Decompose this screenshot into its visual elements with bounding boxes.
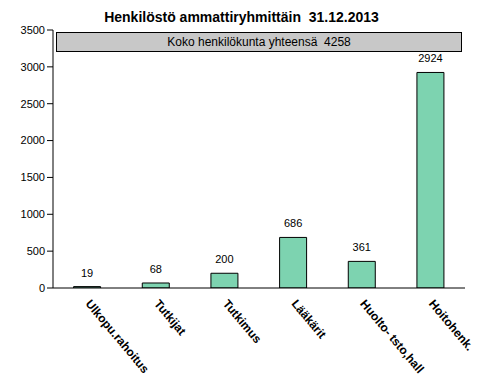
svg-text:361: 361 xyxy=(353,241,371,253)
svg-text:Lääkärit: Lääkärit xyxy=(289,297,329,341)
svg-text:Tutkijat: Tutkijat xyxy=(151,297,189,338)
svg-text:Hoitohenk.: Hoitohenk. xyxy=(426,297,475,353)
svg-text:Tutkimus: Tutkimus xyxy=(220,297,265,346)
svg-text:1000: 1000 xyxy=(21,208,45,220)
svg-text:19: 19 xyxy=(81,267,93,279)
svg-text:200: 200 xyxy=(215,253,233,265)
svg-text:Ulkopu.rahoitus: Ulkopu.rahoitus xyxy=(83,297,153,376)
svg-text:68: 68 xyxy=(150,263,162,275)
svg-text:Huolto- tsto,hall: Huolto- tsto,hall xyxy=(357,297,426,376)
svg-text:2500: 2500 xyxy=(21,98,45,110)
svg-text:0: 0 xyxy=(39,282,45,294)
svg-text:2000: 2000 xyxy=(21,134,45,146)
svg-text:686: 686 xyxy=(284,217,302,229)
svg-text:1500: 1500 xyxy=(21,171,45,183)
html-text:Koko henkilökunta yhteensä 425: Koko henkilökunta yhteensä 4258 xyxy=(167,35,351,49)
svg-text:2924: 2924 xyxy=(418,52,442,64)
svg-text:3500: 3500 xyxy=(21,24,45,36)
html-text:Henkilöstö ammattiryhmittäin 3: Henkilöstö ammattiryhmittäin 31.12.2013 xyxy=(104,9,379,25)
svg-text:500: 500 xyxy=(27,245,45,257)
svg-text:3000: 3000 xyxy=(21,61,45,73)
